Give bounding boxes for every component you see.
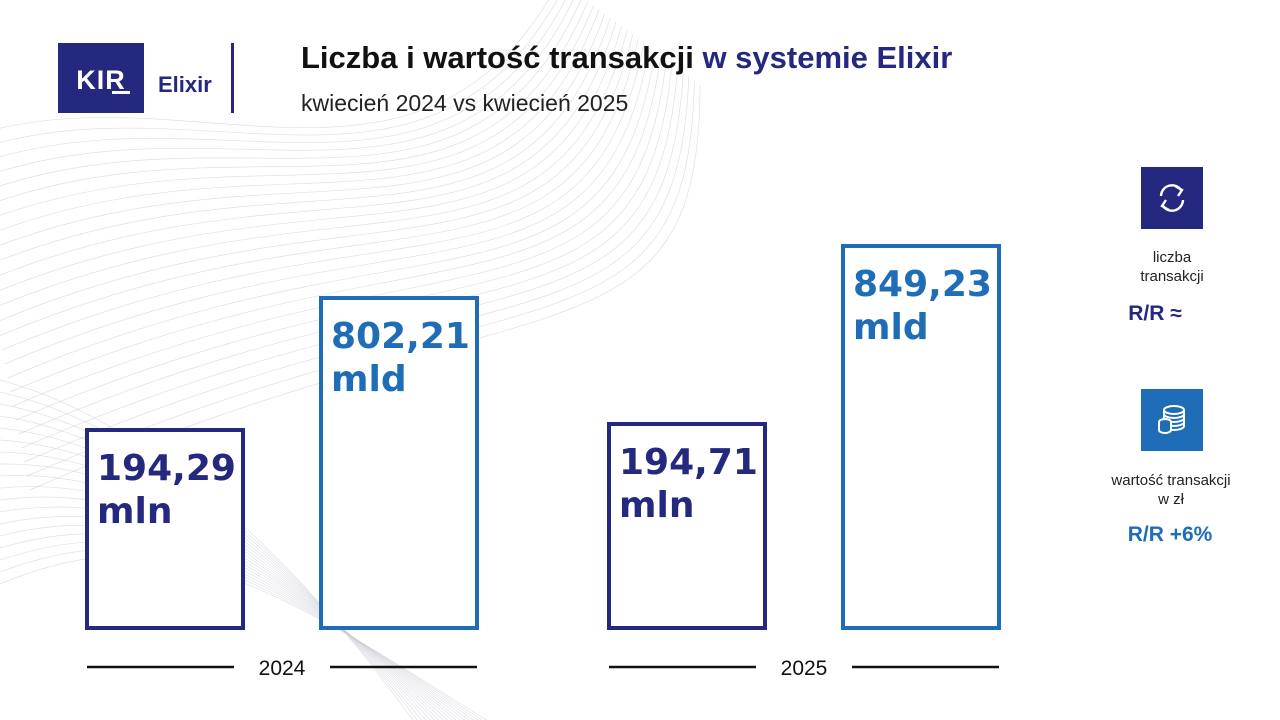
background-wave-line xyxy=(0,5,594,216)
legend-label-value-line1: wartość transakcji xyxy=(1111,472,1231,489)
background-wave-line xyxy=(7,51,656,379)
logo-divider xyxy=(231,43,234,113)
legend-icon-count xyxy=(1141,167,1203,229)
bar-count-2024 xyxy=(85,428,245,630)
background-wave-line xyxy=(13,59,667,407)
category-label-2025: 2025 xyxy=(781,657,828,680)
page-title: Liczba i wartość transakcji w systemie E… xyxy=(301,40,952,76)
page-subtitle: kwiecień 2024 vs kwiecień 2025 xyxy=(301,90,629,116)
title-part-1: Liczba i wartość transakcji xyxy=(301,40,694,75)
bar-value-label-value-2024: 802,21 xyxy=(331,316,470,357)
legend-yoy-count: R/R ≈ xyxy=(1128,302,1182,325)
legend-icon-value xyxy=(1141,389,1203,451)
background-wave-line xyxy=(0,38,639,337)
legend-label-count-line2: transakcji xyxy=(1140,268,1204,285)
background-wave-line xyxy=(0,0,574,172)
kir-logo: KIR xyxy=(58,43,144,113)
bar-value-label-count-2025: 194,71 xyxy=(619,442,758,483)
background-wave-line xyxy=(4,47,650,365)
background-wave-line xyxy=(0,34,634,321)
bar-value-2024 xyxy=(319,296,479,630)
background-wave-line xyxy=(0,21,617,276)
background-wave-line xyxy=(0,0,558,143)
background-wave-line xyxy=(27,80,695,477)
title-part-2: w systemie Elixir xyxy=(702,40,953,75)
background-wave-line xyxy=(1,42,645,351)
background-wave-line xyxy=(29,84,701,491)
bar-unit-label-count-2024: mln xyxy=(97,491,172,532)
bar-value-label-value-2025: 849,23 xyxy=(853,264,992,305)
legend-label-count: liczba transakcji xyxy=(1082,248,1262,286)
background-wave-line xyxy=(15,63,673,421)
bar-value-2025 xyxy=(841,243,1001,630)
background-wave-line xyxy=(0,0,566,158)
background-wave-line xyxy=(0,9,600,231)
coins-stack-icon xyxy=(1158,405,1185,434)
legend-label-count-line1: liczba xyxy=(1152,249,1192,266)
legend-yoy-value: R/R +6% xyxy=(1127,523,1213,546)
category-label-2024: 2024 xyxy=(259,657,306,680)
legend-label-value: wartość transakcji w zł xyxy=(1081,471,1261,509)
background-wave-line xyxy=(21,72,684,449)
background-wave-line xyxy=(24,76,690,463)
bar-unit-label-count-2025: mln xyxy=(619,485,694,526)
background-wave-line xyxy=(18,68,678,435)
exchange-arrows-icon xyxy=(1159,184,1185,212)
legend-label-value-line2: w zł xyxy=(1158,491,1184,508)
bar-count-2025 xyxy=(607,421,767,630)
background-wave-line xyxy=(0,0,589,201)
background-wave-line xyxy=(10,55,662,393)
bar-unit-label-value-2025: mld xyxy=(853,307,929,348)
bar-value-label-count-2024: 194,29 xyxy=(97,448,236,489)
bar-unit-label-value-2024: mld xyxy=(331,359,407,400)
background-wave-line xyxy=(0,13,606,246)
background-wave-line xyxy=(0,30,628,306)
elixir-logo-text: Elixir xyxy=(158,72,212,97)
background-wave-line xyxy=(0,26,622,291)
kir-logo-text: KIR xyxy=(76,64,126,95)
background-wave-line xyxy=(0,0,582,187)
background-wave-line xyxy=(0,0,549,129)
background-wave-line xyxy=(0,17,611,261)
